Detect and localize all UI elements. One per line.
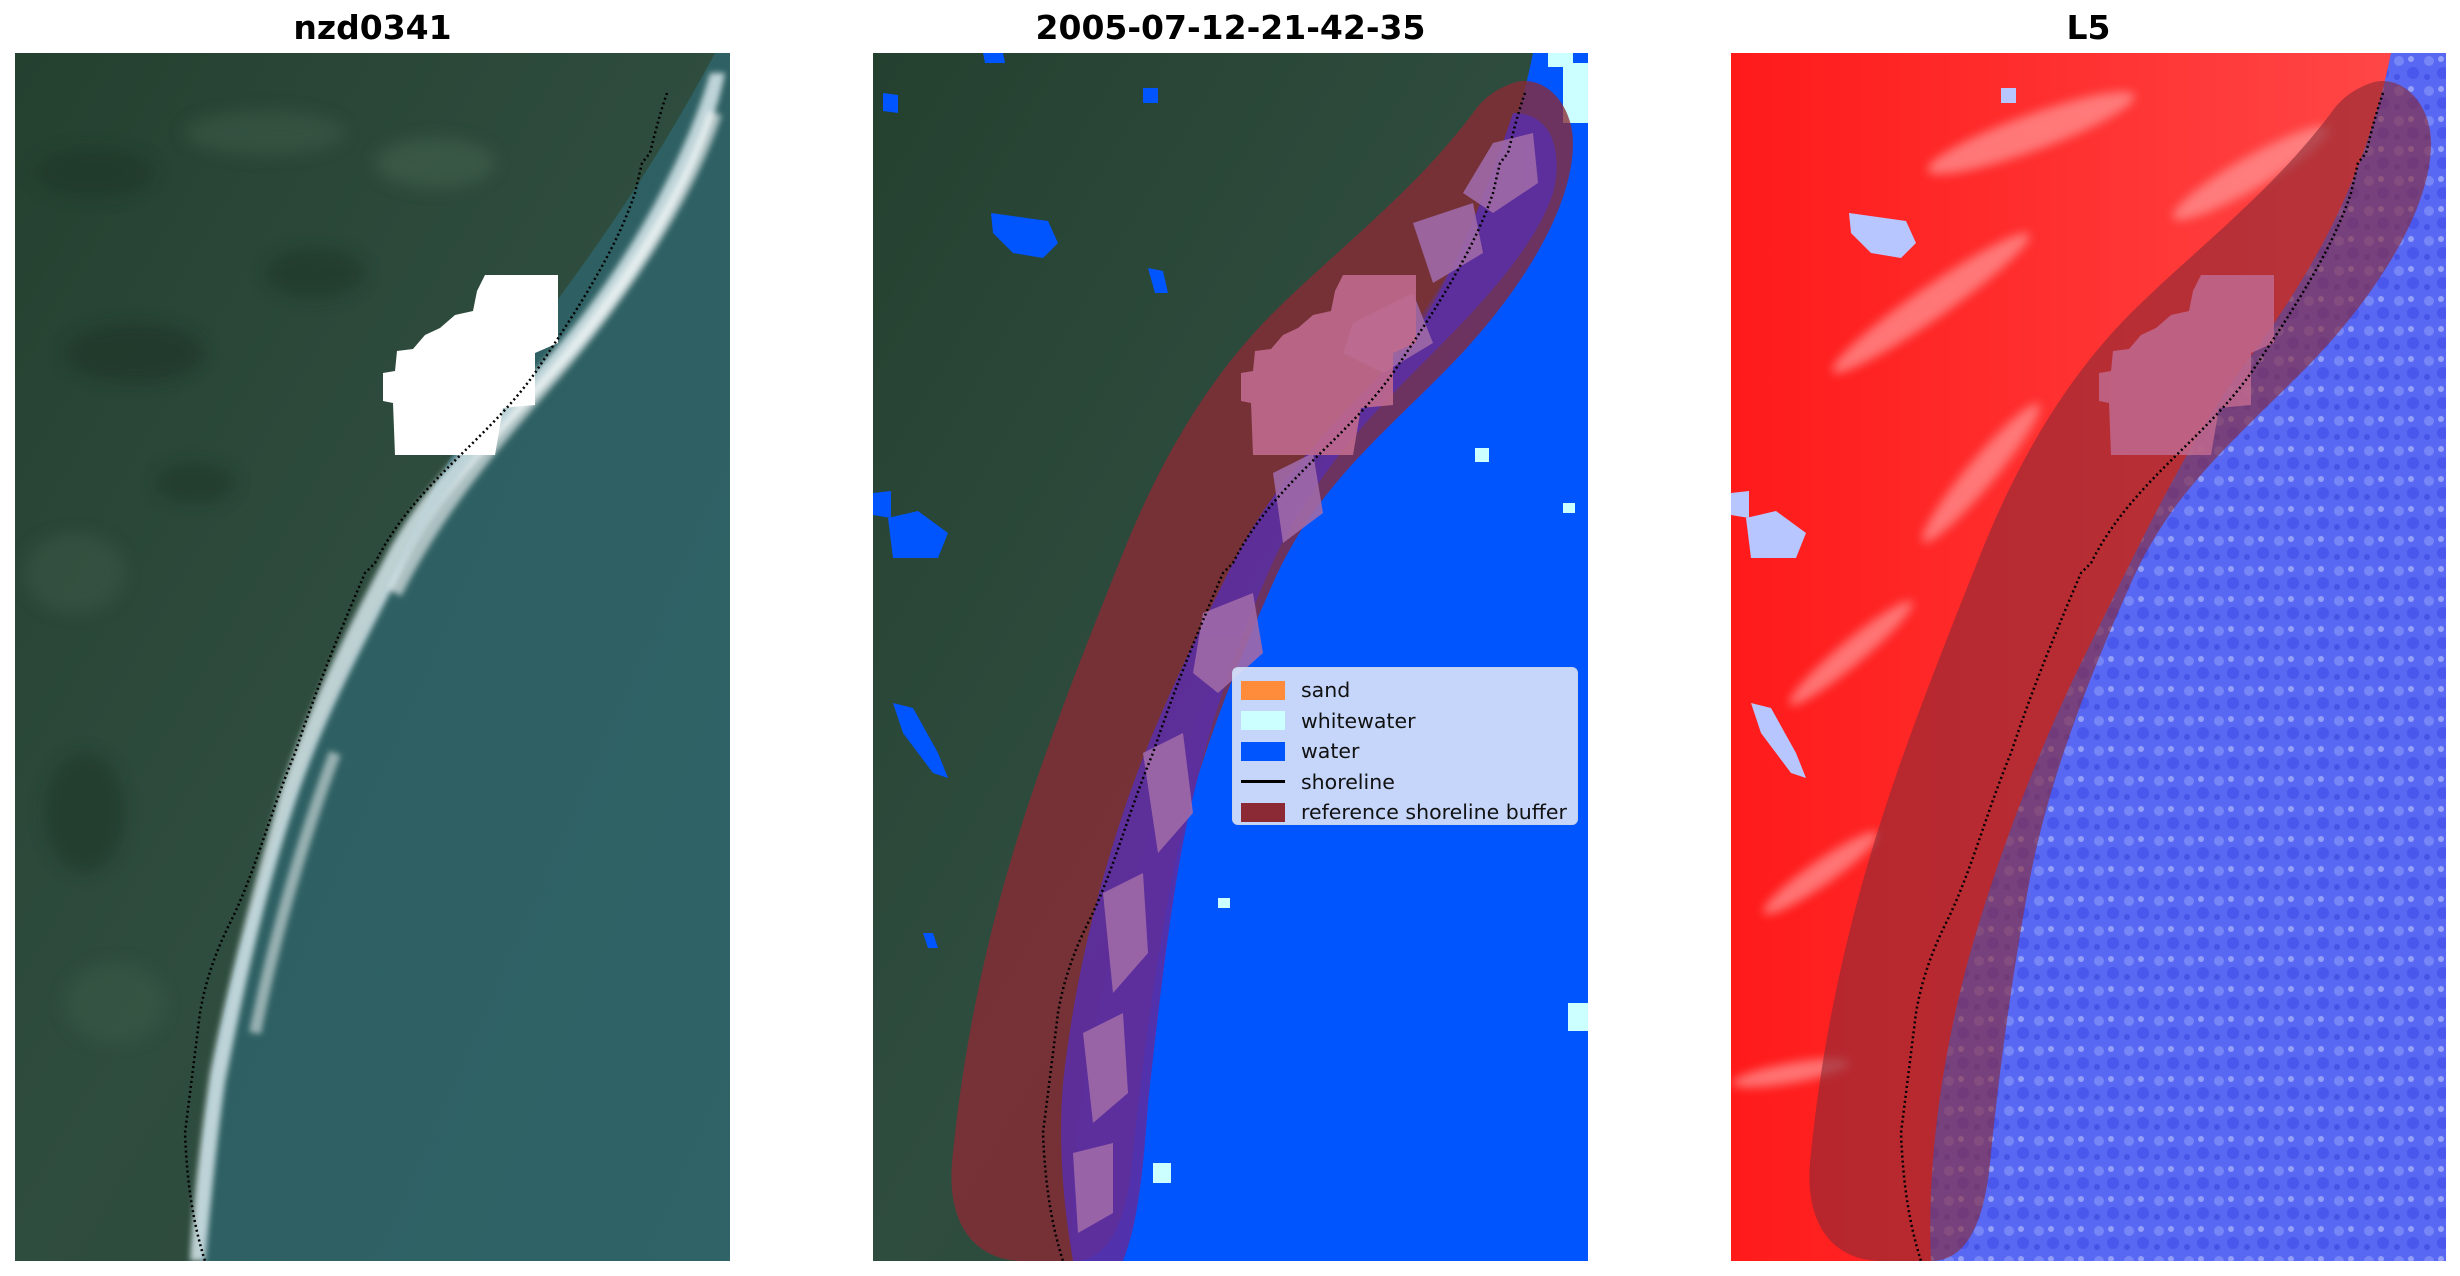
panel-title-index: L5 [2066,8,2111,47]
shoreline-line [183,92,669,1261]
panel-title-rgb: nzd0341 [293,8,452,47]
legend-swatch-whitewater [1241,711,1285,731]
legend-label-sand: sand [1301,678,1351,703]
rgb-image-panel [15,53,730,1261]
legend-swatch-buffer [1241,802,1285,822]
legend-label-whitewater: whitewater [1301,708,1416,733]
classified-image [873,53,1588,1261]
classified-image-panel [873,53,1588,1261]
legend-label-water: water [1301,739,1360,764]
legend-item-whitewater: whitewater [1241,706,1569,737]
legend-item-shoreline: shoreline [1241,767,1569,798]
legend-label-buffer: reference shoreline buffer [1301,800,1567,825]
legend-item-sand: sand [1241,675,1569,706]
rgb-image [15,53,730,1261]
cloud-mask [383,275,558,455]
legend-item-buffer: reference shoreline buffer [1241,797,1569,828]
index-image-panel [1731,53,2446,1261]
index-image [1731,53,2446,1261]
legend: sand whitewater water shoreline referenc… [1232,667,1578,825]
legend-label-shoreline: shoreline [1301,769,1395,794]
legend-swatch-water [1241,741,1285,761]
panel-title-classified: 2005-07-12-21-42-35 [1035,8,1426,47]
legend-item-water: water [1241,736,1569,767]
legend-swatch-shoreline [1241,780,1285,784]
legend-swatch-sand [1241,680,1285,700]
